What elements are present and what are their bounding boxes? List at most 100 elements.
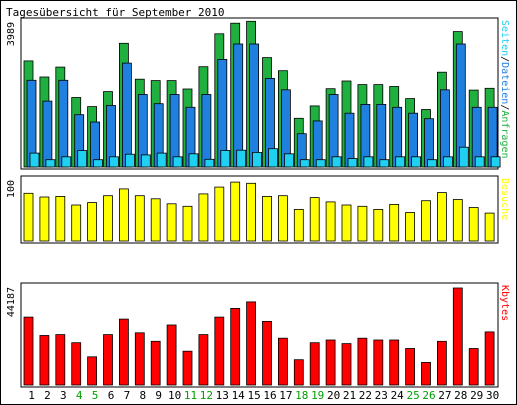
panel-frame: [20, 17, 499, 170]
bar-seiten-day-10: [172, 156, 183, 168]
bar-dateien-day-10: [169, 94, 180, 168]
bar-besuche-day-28: [452, 199, 463, 242]
x-tick-label-day-11: 11: [184, 389, 197, 402]
bar-dateien-day-2: [42, 100, 53, 168]
legend-entry: Besuche: [499, 178, 510, 220]
x-tick-label-day-17: 17: [279, 389, 292, 402]
x-axis-day-labels: 1 2 3 4 5 6 7 8 9 10 11 12 13 14 15 16 17 18 19 20 21 22 23 24 2…: [28, 389, 499, 402]
x-tick-label-day-24: 24: [391, 389, 405, 402]
bar-seiten-day-7: [125, 153, 135, 168]
bar-kbytes-day-20: [325, 339, 336, 386]
bar-besuche-day-14: [230, 181, 241, 242]
bar-kbytes-day-14: [230, 307, 241, 386]
bar-besuche-day-30: [484, 212, 495, 242]
bar-kbytes-day-13: [214, 316, 225, 386]
bar-dateien-day-20: [328, 94, 339, 168]
bar-seiten-day-25: [411, 156, 422, 168]
bar-kbytes-day-7: [119, 318, 129, 386]
bar-kbytes-day-21: [341, 343, 352, 386]
bar-kbytes-day-5: [87, 356, 97, 386]
bar-dateien-day-3: [58, 79, 69, 168]
chart-panels: 3989 Seiten/Dateien/Anfragen 100 Besuche 441…: [6, 17, 510, 388]
bar-besuche-day-15: [246, 182, 257, 242]
bar-seiten-day-23: [379, 159, 390, 168]
bar-kbytes-day-1: [23, 316, 34, 386]
y-max-label: 3989: [6, 22, 17, 46]
y-max-label: 100: [6, 180, 17, 198]
bar-seiten-day-29: [474, 156, 485, 168]
bar-kbytes-day-2: [39, 335, 50, 386]
x-tick-label-day-29: 29: [470, 389, 483, 402]
panel-2: 100 Besuche: [6, 175, 510, 244]
bar-kbytes-day-17: [277, 337, 288, 386]
bar-kbytes-day-27: [436, 340, 447, 386]
bar-seiten-day-12: [204, 158, 215, 168]
bar-kbytes-day-11: [182, 350, 193, 386]
bar-seiten-day-1: [29, 152, 40, 168]
bar-kbytes-day-22: [357, 337, 368, 386]
bar-kbytes-day-23: [373, 339, 384, 386]
bar-seiten-day-13: [220, 150, 231, 168]
x-tick-label-day-26: 26: [422, 389, 435, 402]
bar-seiten-day-30: [490, 156, 501, 168]
bar-besuche-day-17: [277, 195, 288, 242]
bar-besuche-day-16: [262, 195, 272, 242]
bar-seiten-day-14: [236, 149, 247, 168]
panel-1: 3989 Seiten/Dateien/Anfragen: [6, 17, 510, 170]
panel-legend: Seiten/Dateien/Anfragen: [499, 20, 510, 159]
bar-kbytes-day-16: [262, 320, 272, 386]
bar-seiten-day-19: [315, 159, 326, 168]
x-tick-label-day-7: 7: [124, 389, 131, 402]
bar-seiten-day-22: [363, 156, 374, 168]
x-tick-label-day-16: 16: [263, 389, 276, 402]
x-tick-label-day-14: 14: [232, 389, 246, 402]
bar-besuche-day-18: [293, 208, 304, 242]
bar-dateien-day-7: [122, 62, 132, 168]
bar-seiten-day-17: [283, 153, 294, 168]
bar-besuche-day-24: [389, 203, 400, 242]
panel-frame: [20, 175, 499, 244]
bar-besuche-day-11: [182, 205, 193, 242]
x-tick-label-day-8: 8: [139, 389, 146, 402]
bar-besuche-day-5: [87, 202, 97, 242]
bar-besuche-day-26: [421, 200, 431, 242]
bar-kbytes-day-15: [246, 301, 257, 386]
bar-besuche-day-6: [103, 195, 113, 242]
x-tick-label-day-21: 21: [343, 389, 356, 402]
x-tick-label-day-28: 28: [454, 389, 467, 402]
legend-entry: /: [499, 56, 510, 62]
x-tick-label-day-19: 19: [311, 389, 324, 402]
x-tick-label-day-20: 20: [327, 389, 340, 402]
x-tick-label-day-15: 15: [247, 389, 260, 402]
x-tick-label-day-27: 27: [438, 389, 451, 402]
bar-kbytes-day-29: [468, 348, 479, 386]
panel-legend: Besuche: [499, 178, 510, 220]
bar-seiten-day-5: [93, 159, 103, 168]
bar-besuche-day-27: [436, 192, 447, 242]
x-tick-label-day-6: 6: [108, 389, 115, 402]
bar-besuche-day-23: [373, 208, 384, 242]
x-tick-label-day-18: 18: [295, 389, 308, 402]
x-tick-label-day-25: 25: [406, 389, 419, 402]
x-tick-label-day-1: 1: [28, 389, 35, 402]
bar-seiten-day-26: [427, 159, 437, 168]
bar-kbytes-day-30: [484, 331, 495, 386]
legend-entry: Dateien: [499, 62, 510, 104]
y-max-label: 44187: [6, 287, 17, 317]
bar-kbytes-day-9: [150, 340, 161, 386]
bar-seiten-day-15: [252, 151, 263, 168]
bar-seiten-day-16: [268, 148, 278, 168]
bar-seiten-day-24: [395, 156, 406, 168]
bar-kbytes-day-25: [405, 348, 416, 386]
x-tick-label-day-9: 9: [155, 389, 162, 402]
x-tick-label-day-10: 10: [168, 389, 181, 402]
bar-dateien-day-15: [249, 43, 260, 168]
bar-besuche-day-3: [55, 195, 66, 242]
panel-3: 44187 Kbytes: [6, 282, 510, 388]
bar-besuche-day-13: [214, 186, 225, 242]
bar-seiten-day-28: [458, 146, 469, 168]
chart-title: Tagesübersicht für September 2010: [6, 6, 225, 19]
bar-besuche-day-21: [341, 204, 352, 242]
bar-seiten-day-9: [156, 152, 167, 168]
bar-besuche-day-1: [23, 192, 34, 242]
